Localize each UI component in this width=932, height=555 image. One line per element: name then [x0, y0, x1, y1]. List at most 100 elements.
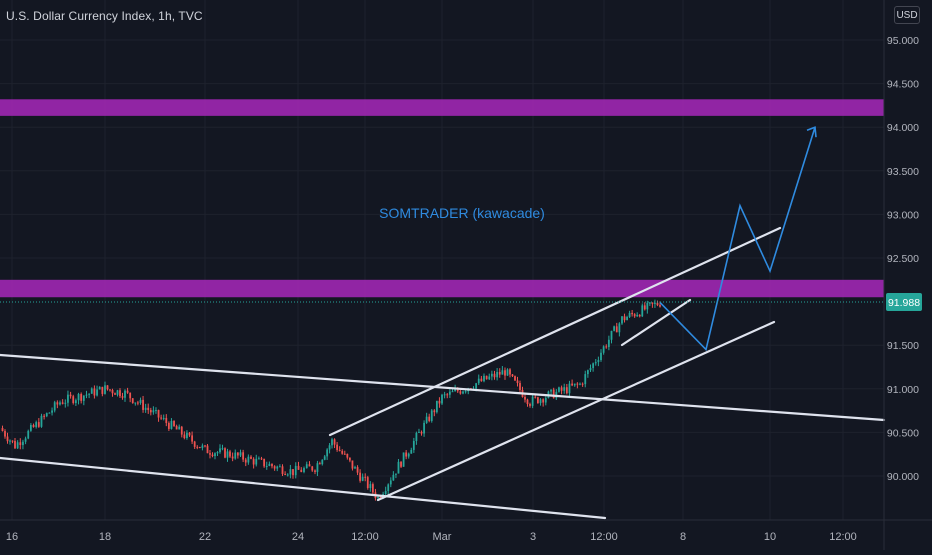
- candle-body: [40, 415, 43, 427]
- candle-body: [9, 440, 11, 442]
- candle-body: [216, 452, 219, 454]
- candle-body: [646, 302, 649, 310]
- candle-body: [539, 399, 542, 404]
- candle-body: [234, 452, 237, 459]
- candle-body: [433, 410, 436, 413]
- candle-body: [14, 440, 16, 449]
- candle-body: [284, 473, 287, 475]
- candle-body: [175, 426, 178, 430]
- candle-body: [641, 305, 644, 317]
- candle-body: [633, 314, 636, 317]
- candle-body: [571, 383, 574, 386]
- trend-line: [328, 226, 782, 437]
- candle-body: [134, 402, 137, 404]
- candle-body: [475, 383, 478, 389]
- candle-body: [395, 473, 397, 475]
- candle-body: [351, 460, 354, 469]
- candle-body: [281, 466, 284, 474]
- candle-body: [59, 402, 61, 405]
- candle-body: [211, 454, 214, 457]
- candle-body: [389, 480, 392, 485]
- candle-body: [318, 463, 321, 465]
- y-axis[interactable]: 95.000 94.500 94.000 93.500 93.000 92.500 91.5…: [883, 0, 919, 550]
- candle-body: [45, 413, 48, 417]
- candle-body: [643, 305, 646, 310]
- candle-body: [323, 456, 326, 460]
- candle-body: [165, 417, 168, 424]
- candle-body: [354, 467, 356, 469]
- candle-body: [268, 463, 271, 466]
- last-price-tag: 91.988: [0, 293, 922, 311]
- candle-body: [536, 397, 539, 404]
- candle-body: [35, 422, 38, 428]
- candle-body: [67, 394, 69, 403]
- candle-body: [221, 448, 224, 450]
- candle-body: [224, 448, 226, 458]
- y-tick-label: 91.000: [887, 384, 919, 396]
- y-tick-label: 95.000: [887, 35, 919, 47]
- candle-body: [425, 416, 428, 423]
- candle-body: [341, 450, 344, 454]
- candle-body: [361, 476, 364, 481]
- candle-body: [483, 375, 485, 382]
- x-tick-label: 12:00: [829, 531, 857, 543]
- candle-body: [366, 477, 369, 489]
- projection-line: [659, 126, 816, 352]
- candle-body: [392, 474, 395, 481]
- candle-body: [137, 402, 139, 404]
- candle-body: [558, 387, 560, 392]
- candle-body: [300, 469, 303, 472]
- candle-body: [1, 428, 4, 432]
- candle-body: [311, 466, 314, 471]
- candle-body: [509, 369, 511, 375]
- candle-body: [173, 420, 175, 427]
- candle-body: [126, 390, 129, 393]
- candle-body: [544, 397, 547, 403]
- candle-body: [356, 467, 359, 473]
- candle-body: [53, 402, 56, 411]
- candle-body: [568, 383, 571, 394]
- candle-body: [37, 422, 40, 427]
- candle-body: [656, 302, 659, 306]
- candle-body: [464, 391, 467, 393]
- candle-body: [618, 323, 621, 333]
- candle-body: [260, 458, 263, 460]
- candle-body: [552, 389, 555, 399]
- candle-body: [193, 441, 196, 447]
- candle-body: [219, 448, 221, 453]
- candle-body: [142, 399, 144, 410]
- candle-body: [516, 380, 519, 384]
- candle-body: [397, 461, 400, 474]
- candle-body: [167, 423, 170, 429]
- candle-body: [321, 459, 324, 465]
- candle-body: [157, 409, 160, 418]
- x-tick-label: 18: [99, 531, 111, 543]
- candle-body: [98, 386, 101, 390]
- candle-body: [504, 370, 506, 376]
- candle-body: [526, 399, 529, 405]
- candle-body: [119, 390, 121, 397]
- projection-path: [659, 126, 817, 352]
- trend-line: [0, 353, 886, 422]
- candle-body: [420, 431, 423, 434]
- candle-body: [441, 394, 443, 404]
- candle-body: [659, 305, 661, 307]
- candle-body: [273, 466, 276, 469]
- candle-body: [16, 442, 19, 449]
- currency-button[interactable]: USD: [894, 6, 920, 24]
- candle-body: [560, 387, 563, 391]
- candle-body: [204, 445, 206, 447]
- candle-body: [160, 417, 163, 419]
- x-axis[interactable]: 16 18 22 24 12:00 Mar 3 12:00 8 10 12:00: [0, 519, 932, 543]
- candle-body: [346, 453, 349, 458]
- candle-body: [152, 410, 155, 413]
- candle-body: [104, 385, 106, 394]
- candle-body: [343, 453, 346, 455]
- candle-body: [607, 339, 610, 347]
- candle-body: [511, 374, 514, 377]
- candle-body: [359, 472, 362, 481]
- resistance-zones: [0, 99, 884, 298]
- candle-body: [462, 391, 464, 394]
